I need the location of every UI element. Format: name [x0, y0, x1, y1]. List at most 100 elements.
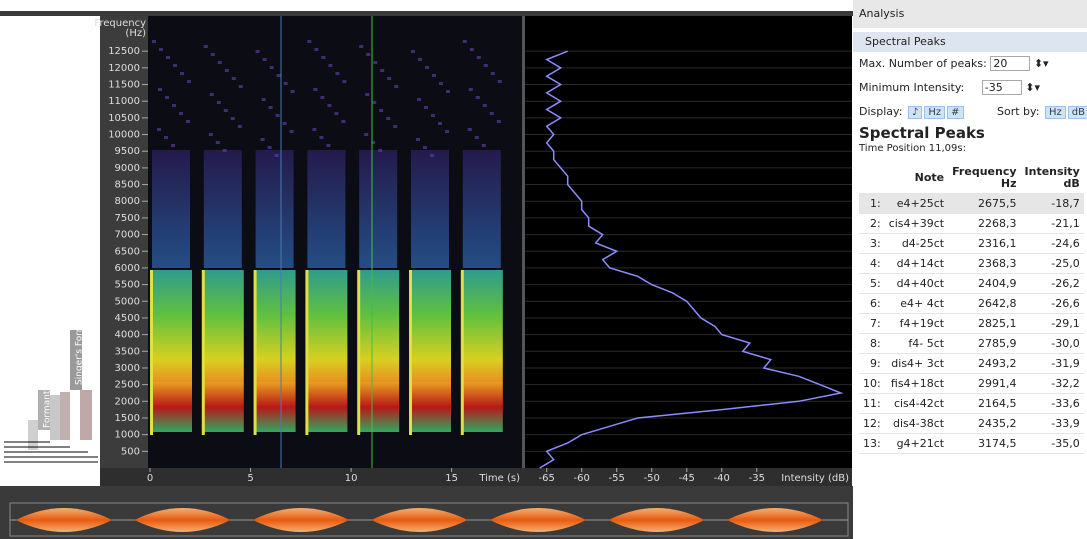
formant-box [80, 390, 92, 440]
spectrogram-speck [152, 40, 156, 43]
y-tick-label: 1000 [115, 430, 140, 441]
x-tick-label: 10 [345, 473, 358, 484]
cell: e4+25ct [885, 194, 948, 214]
y-tick-label: 4500 [115, 313, 140, 324]
cell: -29,1 [1021, 314, 1084, 334]
spectrogram-speck [484, 64, 488, 67]
column-unit: Hz [952, 178, 1016, 190]
spectrogram-speck [223, 149, 227, 152]
cell: 1: [859, 194, 885, 214]
spectrogram-speck [386, 117, 390, 120]
min-intensity-input[interactable]: -35 [982, 80, 1022, 95]
spectrogram-speck [166, 56, 170, 59]
tab[interactable]: Spectral Peaks [853, 32, 1087, 52]
spectrogram-speck [411, 50, 415, 53]
cell: e4+ 4ct [885, 294, 948, 314]
spectrogram-speck [277, 74, 281, 77]
x-axis-label: Time (s) [478, 473, 520, 484]
cell: -35,0 [1021, 434, 1084, 454]
table-row: 10:fis4+18ct2991,4-32,2 [859, 374, 1084, 394]
spectrogram-band [411, 382, 451, 432]
sort-button[interactable]: dB [1068, 106, 1087, 119]
cell: -24,6 [1021, 234, 1084, 254]
x-tick-label: -65 [539, 473, 555, 484]
spectrogram-speck [446, 90, 450, 93]
table-row: 13:g4+21ct3174,5-35,0 [859, 434, 1084, 454]
spectrogram-speck [284, 82, 288, 85]
spectrogram-speck [232, 77, 236, 80]
spectrogram-speck [158, 88, 162, 91]
spectrogram-speck [418, 58, 422, 61]
peaks-title: Spectral Peaks [853, 124, 1087, 142]
cell: 2164,5 [948, 394, 1020, 414]
display-button[interactable]: ♪ [908, 106, 922, 119]
spectrogram-speck [372, 101, 376, 104]
spectrogram-speck [165, 96, 169, 99]
spectrogram-speck [334, 112, 338, 115]
spectrogram-speck [438, 122, 442, 125]
display-button[interactable]: Hz [924, 106, 945, 119]
cell: 10: [859, 374, 885, 394]
spectrogram-speck [290, 130, 294, 133]
cell: cis4-42ct [885, 394, 948, 414]
cell: 4: [859, 254, 885, 274]
spectrogram-speck [209, 133, 213, 136]
spectrogram-speck [416, 138, 420, 141]
y-tick-label: 2500 [115, 380, 140, 391]
cell: 2316,1 [948, 234, 1020, 254]
spectrogram-band [411, 150, 449, 268]
spectrogram-speck [269, 106, 273, 109]
x-tick-label: 0 [147, 473, 153, 484]
cell: 12: [859, 414, 885, 434]
spectrogram-speck [379, 109, 383, 112]
label: Max. Number of peaks: [859, 57, 987, 70]
cell: f4- 5ct [885, 334, 948, 354]
sort-button[interactable]: Hz [1045, 106, 1066, 119]
spectrogram-speck [326, 144, 330, 147]
spectrogram-speck [291, 90, 295, 93]
column-unit: dB [1025, 178, 1080, 190]
cell: -32,2 [1021, 374, 1084, 394]
cell: 2825,1 [948, 314, 1020, 334]
spectrogram-band [152, 150, 190, 268]
spectrogram-speck [482, 144, 486, 147]
cell: dis4-38ct [885, 414, 948, 434]
spectrogram-speck [342, 80, 346, 83]
cell: 7: [859, 314, 885, 334]
spectrogram-band [307, 270, 347, 382]
spectrogram-speck [262, 98, 266, 101]
spectrogram-speck [417, 98, 421, 101]
max-peaks-input[interactable]: 20 [990, 56, 1030, 71]
spectrogram-band [411, 270, 451, 382]
display-button[interactable]: # [947, 106, 963, 119]
spectrogram-speck [431, 114, 435, 117]
index-header [859, 163, 885, 194]
x-tick-label: -55 [609, 473, 625, 484]
table-row: 5:d4+40ct2404,9-26,2 [859, 274, 1084, 294]
spectrogram-band [152, 270, 192, 382]
y-tick-label: 1500 [115, 413, 140, 424]
cell: 5: [859, 274, 885, 294]
spectrogram-speck [490, 112, 494, 115]
y-tick-label: 11500 [108, 80, 140, 91]
y-tick-label: 6500 [115, 246, 140, 257]
spectrogram-speck [275, 154, 279, 157]
cell: 2785,9 [948, 334, 1020, 354]
spectrogram-speck [256, 50, 260, 53]
spectrogram-speck [224, 109, 228, 112]
y-tick-label: 10000 [108, 130, 140, 141]
spectrogram-speck [394, 85, 398, 88]
y-tick-label: 11000 [108, 96, 140, 107]
spectrogram-speck [204, 45, 208, 48]
x-tick-label: -45 [679, 473, 695, 484]
spectrogram-speck [263, 58, 267, 61]
cell: 2435,2 [948, 414, 1020, 434]
cell: -33,9 [1021, 414, 1084, 434]
panel-header: Analysis [853, 0, 1087, 28]
annotation: Formant [43, 390, 53, 428]
cell: -30,0 [1021, 334, 1084, 354]
